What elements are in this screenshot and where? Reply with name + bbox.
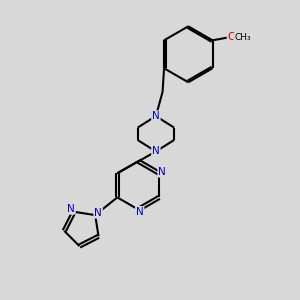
Text: N: N — [152, 111, 160, 121]
Text: N: N — [94, 208, 102, 218]
Text: CH₃: CH₃ — [234, 34, 251, 43]
Text: N: N — [136, 207, 144, 217]
Text: N: N — [152, 146, 160, 157]
Text: O: O — [227, 32, 236, 42]
Text: N: N — [158, 167, 166, 177]
Text: N: N — [67, 204, 75, 214]
